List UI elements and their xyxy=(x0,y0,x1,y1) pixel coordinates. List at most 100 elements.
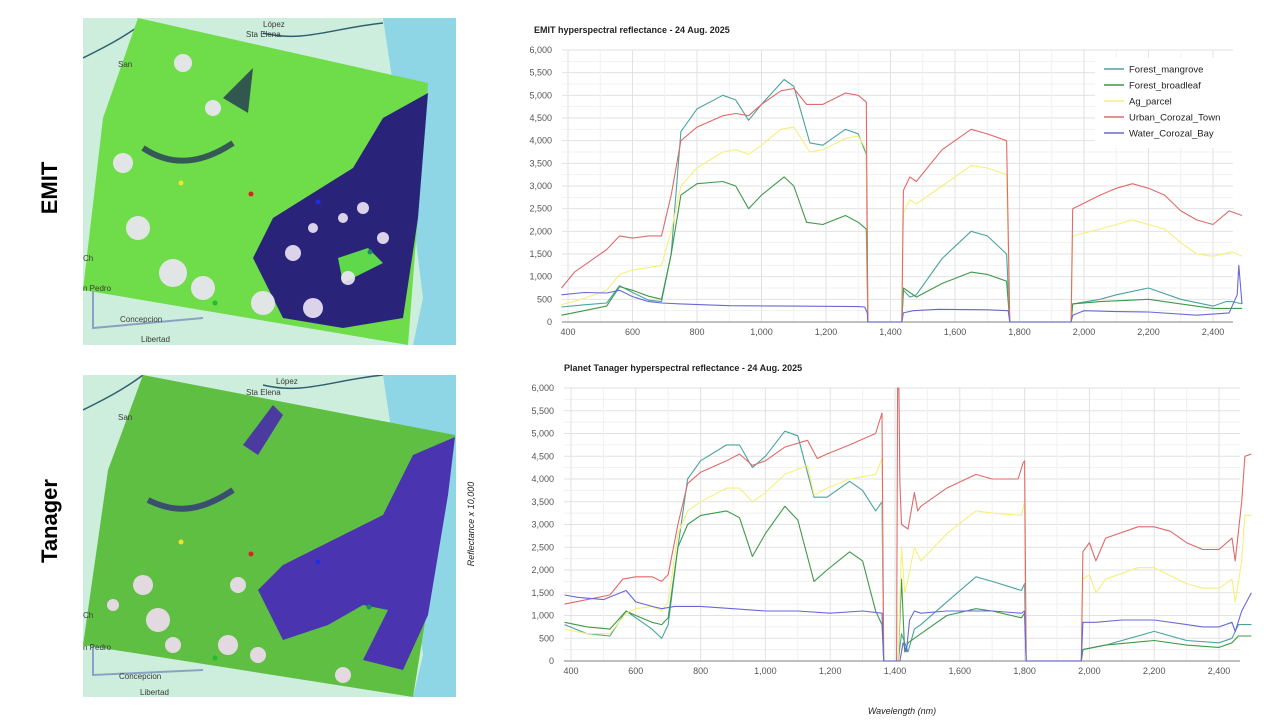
emit-map-imagery xyxy=(83,18,456,345)
x-tick-label: 800 xyxy=(693,666,708,676)
y-tick-label: 3,500 xyxy=(529,158,552,168)
y-tick-label: 2,500 xyxy=(531,542,554,552)
place-label: López xyxy=(263,20,285,29)
sample-point-ag-parcel[interactable] xyxy=(178,180,184,186)
x-tick-label: 1,800 xyxy=(1008,327,1031,337)
river xyxy=(83,375,144,411)
y-tick-label: 2,000 xyxy=(529,226,552,236)
y-tick-label: 0 xyxy=(549,656,554,666)
series-line-water-corozal-bay xyxy=(564,589,1252,662)
y-ticks: 0 500 1,000 1,500 2,000 2,500 3,000 3,500 4,000 4… xyxy=(529,45,552,327)
tanager-scene-footprint xyxy=(83,375,455,697)
x-tick-label: 1,800 xyxy=(1013,666,1036,676)
x-ticks: 400 600 800 1,000 1,200 1,400 1,600 1,800 2,000 2… xyxy=(563,666,1230,676)
sample-point-urban[interactable] xyxy=(248,551,254,557)
river xyxy=(262,22,384,38)
y-tick-label: 2,000 xyxy=(531,565,554,575)
y-tick-label: 500 xyxy=(537,294,552,304)
place-label: Libertad xyxy=(140,688,169,697)
sample-point-mangrove[interactable] xyxy=(366,604,372,610)
y-tick-label: 500 xyxy=(539,633,554,643)
place-label: San xyxy=(118,413,133,422)
y-tick-label: 4,000 xyxy=(529,136,552,146)
place-label: Concepcion xyxy=(119,672,162,681)
place-label: Sta Elena xyxy=(246,388,281,397)
series-lines xyxy=(561,78,1243,323)
grid xyxy=(564,387,1240,662)
y-ticks: 0 500 1,000 1,500 2,000 2,500 3,000 3,500 4,000 4… xyxy=(531,383,554,666)
y-tick-label: 1,000 xyxy=(531,611,554,621)
x-tick-label: 2,000 xyxy=(1078,666,1101,676)
place-label: Sta Elena xyxy=(246,30,281,39)
series-line-forest-broadleaf xyxy=(561,176,1242,323)
place-label: n Pedro xyxy=(83,284,112,293)
chart-title: EMIT hyperspectral reflectance - 24 Aug.… xyxy=(534,25,730,35)
river xyxy=(262,375,384,390)
series-line-urban-corozal-town xyxy=(564,387,1252,662)
y-tick-label: 2,500 xyxy=(529,204,552,214)
legend-label: Forest_mangrove xyxy=(1129,65,1203,76)
y-tick-label: 6,000 xyxy=(529,45,552,55)
x-tick-label: 1,600 xyxy=(944,327,967,337)
series-line-urban-corozal-town xyxy=(561,87,1243,323)
emit-spectra-chart: EMIT hyperspectral reflectance - 24 Aug.… xyxy=(529,25,1243,337)
tanager-map-imagery xyxy=(83,375,456,697)
sample-point-water[interactable] xyxy=(315,559,321,565)
y-tick-label: 4,500 xyxy=(531,451,554,461)
x-axis-title: Wavelength (nm) xyxy=(868,706,936,716)
legend-label: Urban_Corozal_Town xyxy=(1129,113,1220,124)
y-tick-label: 1,000 xyxy=(529,272,552,282)
place-label: López xyxy=(276,377,298,386)
x-tick-label: 1,200 xyxy=(815,327,838,337)
tanager-map[interactable]: López Sta Elena San Ch n Pedro Concepcio… xyxy=(83,375,456,697)
place-label: Ch xyxy=(83,611,94,620)
sample-point-broadleaf[interactable] xyxy=(212,300,218,306)
x-tick-label: 1,400 xyxy=(884,666,907,676)
y-tick-label: 3,500 xyxy=(531,497,554,507)
sample-point-broadleaf[interactable] xyxy=(212,655,218,661)
x-tick-label: 1,200 xyxy=(819,666,842,676)
y-tick-label: 5,000 xyxy=(529,90,552,100)
place-label: Ch xyxy=(83,254,94,263)
sample-point-water[interactable] xyxy=(315,199,321,205)
legend-label: Forest_broadleaf xyxy=(1129,81,1201,92)
x-tick-label: 1,000 xyxy=(750,327,773,337)
y-tick-label: 6,000 xyxy=(531,383,554,393)
emit-map[interactable]: López Sta Elena San Ch n Pedro Concepcio… xyxy=(83,18,456,345)
lagoon xyxy=(223,68,253,113)
legend-label: Water_Corozal_Bay xyxy=(1129,129,1214,140)
x-tick-label: 2,400 xyxy=(1202,327,1225,337)
series-line-ag-parcel xyxy=(564,457,1252,662)
y-axis-title: Reflectance x 10,000 xyxy=(466,482,476,567)
sample-point-ag-parcel[interactable] xyxy=(178,539,184,545)
y-tick-label: 4,500 xyxy=(529,113,552,123)
x-tick-label: 1,000 xyxy=(754,666,777,676)
x-tick-label: 400 xyxy=(563,666,578,676)
y-tick-label: 5,000 xyxy=(531,429,554,439)
y-tick-label: 5,500 xyxy=(529,68,552,78)
x-tick-label: 2,200 xyxy=(1137,327,1160,337)
y-tick-label: 3,000 xyxy=(529,181,552,191)
place-label: San xyxy=(118,60,133,69)
series-line-water-corozal-bay xyxy=(561,264,1243,323)
sample-point-mangrove[interactable] xyxy=(367,249,373,255)
sample-point-urban[interactable] xyxy=(248,191,254,197)
x-tick-label: 2,400 xyxy=(1208,666,1231,676)
y-tick-label: 0 xyxy=(547,317,552,327)
clouds xyxy=(113,54,389,318)
place-label: Libertad xyxy=(141,335,170,344)
x-tick-label: 800 xyxy=(689,327,704,337)
clouds xyxy=(107,575,351,683)
y-tick-label: 1,500 xyxy=(531,588,554,598)
y-tick-label: 5,500 xyxy=(531,406,554,416)
series-lines xyxy=(564,387,1252,662)
x-tick-label: 600 xyxy=(625,327,640,337)
y-tick-label: 3,000 xyxy=(531,520,554,530)
place-label: n Pedro xyxy=(83,643,112,652)
place-label: Concepcion xyxy=(120,315,163,324)
x-tick-label: 600 xyxy=(628,666,643,676)
legend-label: Ag_parcel xyxy=(1129,97,1172,108)
y-tick-label: 1,500 xyxy=(529,249,552,259)
river-channel xyxy=(141,140,235,164)
